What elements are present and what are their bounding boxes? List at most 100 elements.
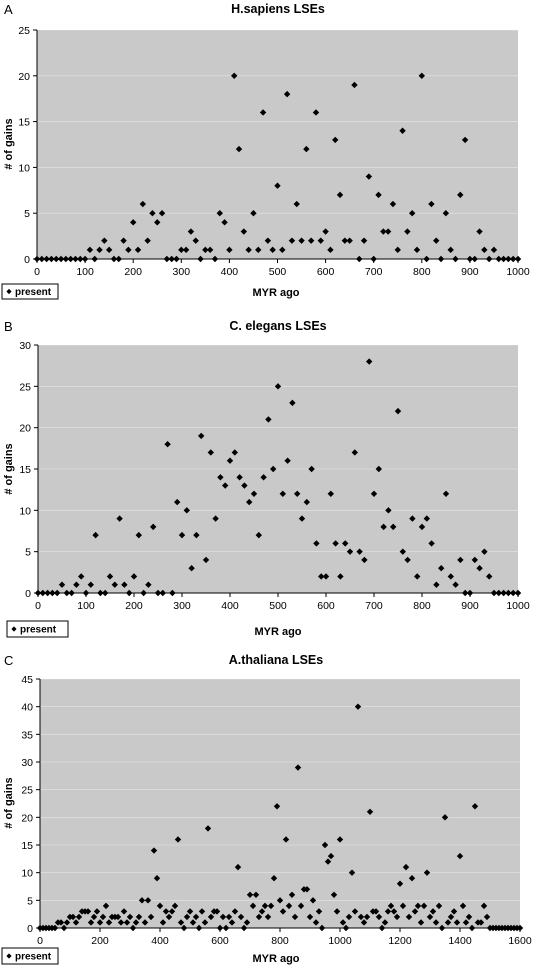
data-point [240,228,248,235]
data-point [315,908,323,915]
chart-a-svg: A H.sapiens LSEs 0 5 10 15 20 25 0 100 200 300 400 50… [1,2,530,300]
data-point [312,919,320,926]
data-point [106,573,114,580]
data-point [141,919,149,926]
data-point [429,908,437,915]
y-tick-label: 0 [24,254,30,266]
data-point [322,573,330,580]
data-point [69,913,77,921]
data-point [432,919,440,926]
data-point [456,852,464,860]
x-tick-label: 100 [76,266,94,278]
y-tick-label: 5 [25,547,31,559]
data-point [86,246,94,254]
data-point [351,81,358,89]
data-point [117,919,125,926]
data-point [462,919,470,926]
data-point [477,919,485,926]
legend-box [1,283,59,300]
data-point [260,474,267,481]
data-point [140,589,147,597]
data-point [177,919,185,926]
data-point [291,913,299,921]
data-point [375,465,382,473]
data-point [404,228,411,235]
data-point [159,919,167,926]
data-point [433,237,440,244]
data-point [81,255,89,263]
data-point [68,589,75,597]
data-point [228,919,236,926]
data-point [207,449,214,456]
data-point [346,237,353,244]
y-tick-label: 10 [19,505,31,517]
data-point [510,589,517,597]
data-point [123,919,131,926]
data-point [164,441,171,448]
plot-area [37,30,518,259]
data-point [33,255,41,263]
data-point [274,182,281,189]
data-point [192,237,199,244]
data-point [222,482,229,489]
data-point [48,255,55,263]
data-point [246,498,253,506]
data-point [231,72,238,79]
data-point [102,589,109,597]
data-point [207,913,215,921]
x-tick-label: 1600 [508,935,532,947]
x-tick-label: 400 [221,266,239,278]
data-point [97,589,104,597]
legend-diamond-icon [11,626,17,632]
y-tick-label: 0 [27,923,33,935]
x-tick-label: 0 [34,266,40,278]
data-point [258,908,266,915]
data-point [217,474,224,481]
data-point [354,703,362,710]
legend-box [1,947,59,965]
data-point [312,109,320,116]
data-point [466,589,474,597]
data-point [135,531,142,539]
data-point [333,908,341,915]
y-axis-title: # of gains [3,777,15,828]
data-point [279,246,286,254]
x-tick-label: 900 [461,600,479,612]
data-point [90,913,98,921]
data-point [453,919,461,926]
data-point [394,407,402,415]
data-point [38,255,46,263]
data-point [134,246,142,254]
data-point [77,255,84,263]
legend-box [6,620,69,638]
data-point [241,482,248,489]
data-point [144,237,151,244]
panel-label: C [4,653,13,668]
data-point [298,237,305,244]
data-point [457,191,464,199]
data-point [174,836,182,843]
data-point [490,246,498,254]
data-point [294,490,301,497]
y-tick-label: 20 [18,71,30,83]
data-point [126,589,133,597]
data-point [186,908,194,915]
data-point [485,255,493,263]
data-point [390,908,398,915]
data-point [226,246,233,254]
data-point [180,924,188,932]
y-tick-label: 25 [19,381,31,393]
data-point [75,913,83,921]
x-tick-label: 600 [211,935,229,947]
data-point [216,924,224,932]
data-point [437,255,445,263]
data-point [195,924,203,932]
data-point [447,246,454,254]
data-point [114,913,122,921]
data-point [183,507,190,514]
y-tick-label: 20 [19,423,31,435]
data-point [468,924,476,932]
y-tick-label: 10 [18,162,30,174]
chart-panel-a: A H.sapiens LSEs 0 5 10 15 20 25 0 100 200 300 400 50… [0,0,534,300]
data-point [370,490,378,497]
